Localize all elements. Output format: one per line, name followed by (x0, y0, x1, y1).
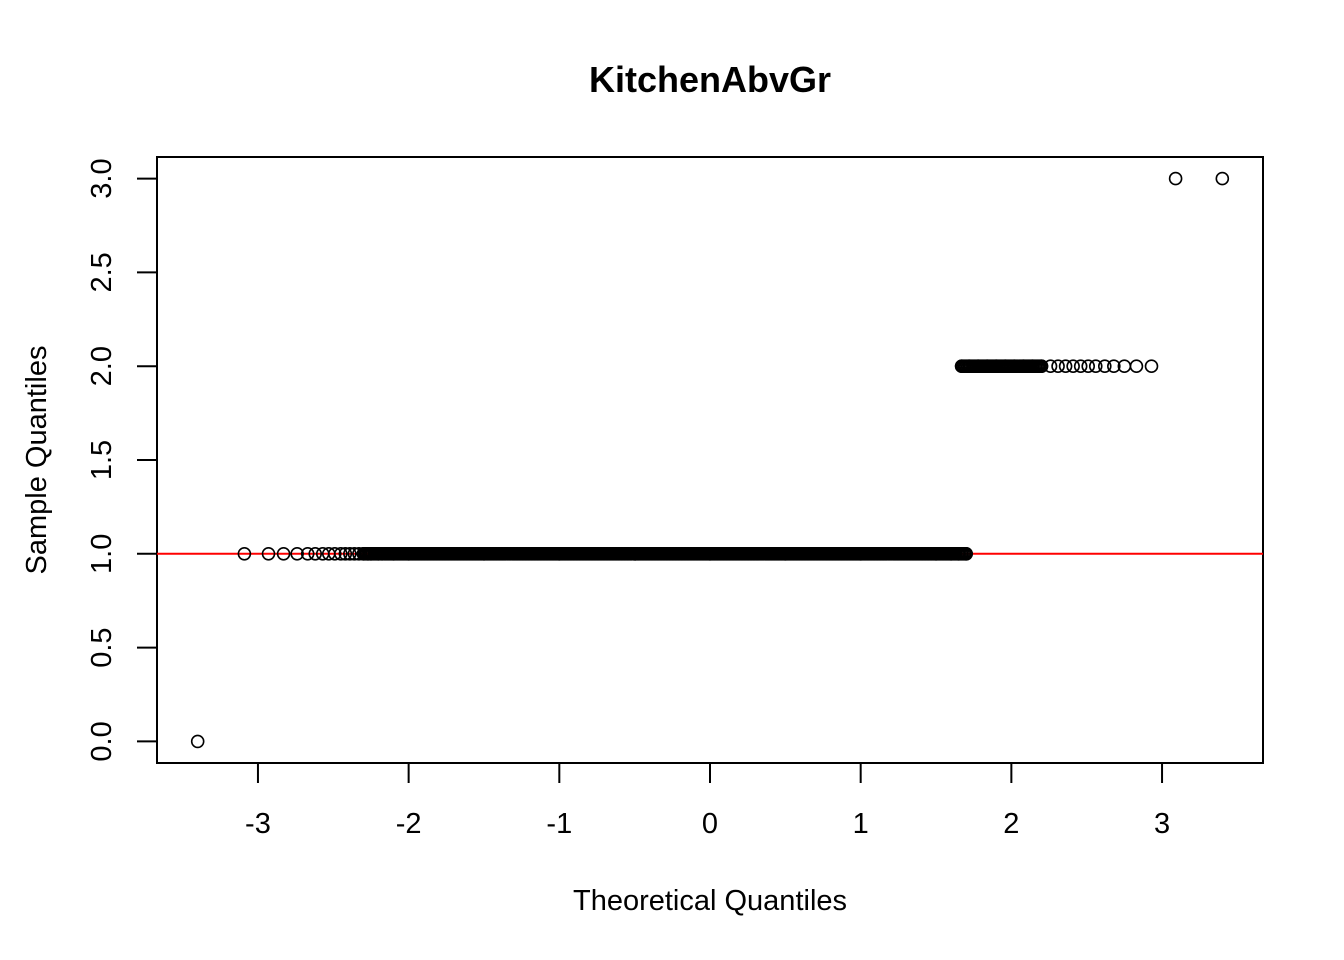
data-point (334, 547, 348, 561)
y-tick-label: 1.5 (86, 440, 118, 480)
x-tick-label: 2 (1003, 808, 1019, 840)
x-axis-label: Theoretical Quantiles (573, 885, 847, 917)
data-point (1058, 359, 1073, 373)
data-point (1073, 359, 1088, 373)
points-layer (190, 171, 1230, 749)
x-tick-label: 3 (1154, 808, 1170, 840)
y-tick-label: 1.0 (86, 534, 118, 574)
data-point (1066, 359, 1080, 373)
y-axis-label: Sample Quantiles (21, 346, 53, 575)
data-point (308, 547, 323, 561)
data-point (190, 734, 205, 749)
data-point (1215, 171, 1230, 186)
data-point (338, 547, 353, 561)
y-tick-label: 0.5 (86, 627, 118, 667)
data-point (300, 547, 315, 561)
data-point (1107, 359, 1121, 373)
x-tick-label: -1 (546, 808, 572, 840)
chart-title: KitchenAbvGr (589, 59, 831, 100)
y-tick-label: 2.0 (86, 346, 118, 386)
x-tick-label: -3 (245, 808, 271, 840)
data-point (1034, 359, 1049, 373)
data-point (290, 547, 304, 561)
y-tick-label: 3.0 (86, 158, 118, 198)
x-tick-label: 0 (702, 808, 718, 840)
x-tick-label: 1 (853, 808, 869, 840)
data-point (1168, 171, 1183, 186)
y-axis: 0.0 0.5 1.0 1.5 2.0 2.5 3.0 (86, 158, 158, 762)
y-tick-label: 0.0 (86, 721, 118, 761)
data-point (1081, 359, 1096, 373)
data-point (1144, 359, 1159, 373)
plot-frame (156, 156, 1264, 764)
data-point (276, 547, 291, 561)
data-point (1097, 359, 1112, 373)
x-tick-label: -2 (396, 808, 422, 840)
data-point (1051, 359, 1065, 373)
data-point (1088, 359, 1103, 373)
x-axis: -3 -2 -1 0 1 2 3 (245, 762, 1170, 840)
data-point (1129, 359, 1144, 373)
data-point (959, 547, 973, 561)
data-point (261, 547, 276, 561)
data-point (237, 547, 252, 561)
data-point (328, 547, 342, 561)
data-point (343, 547, 357, 561)
y-tick-label: 2.5 (86, 252, 118, 292)
